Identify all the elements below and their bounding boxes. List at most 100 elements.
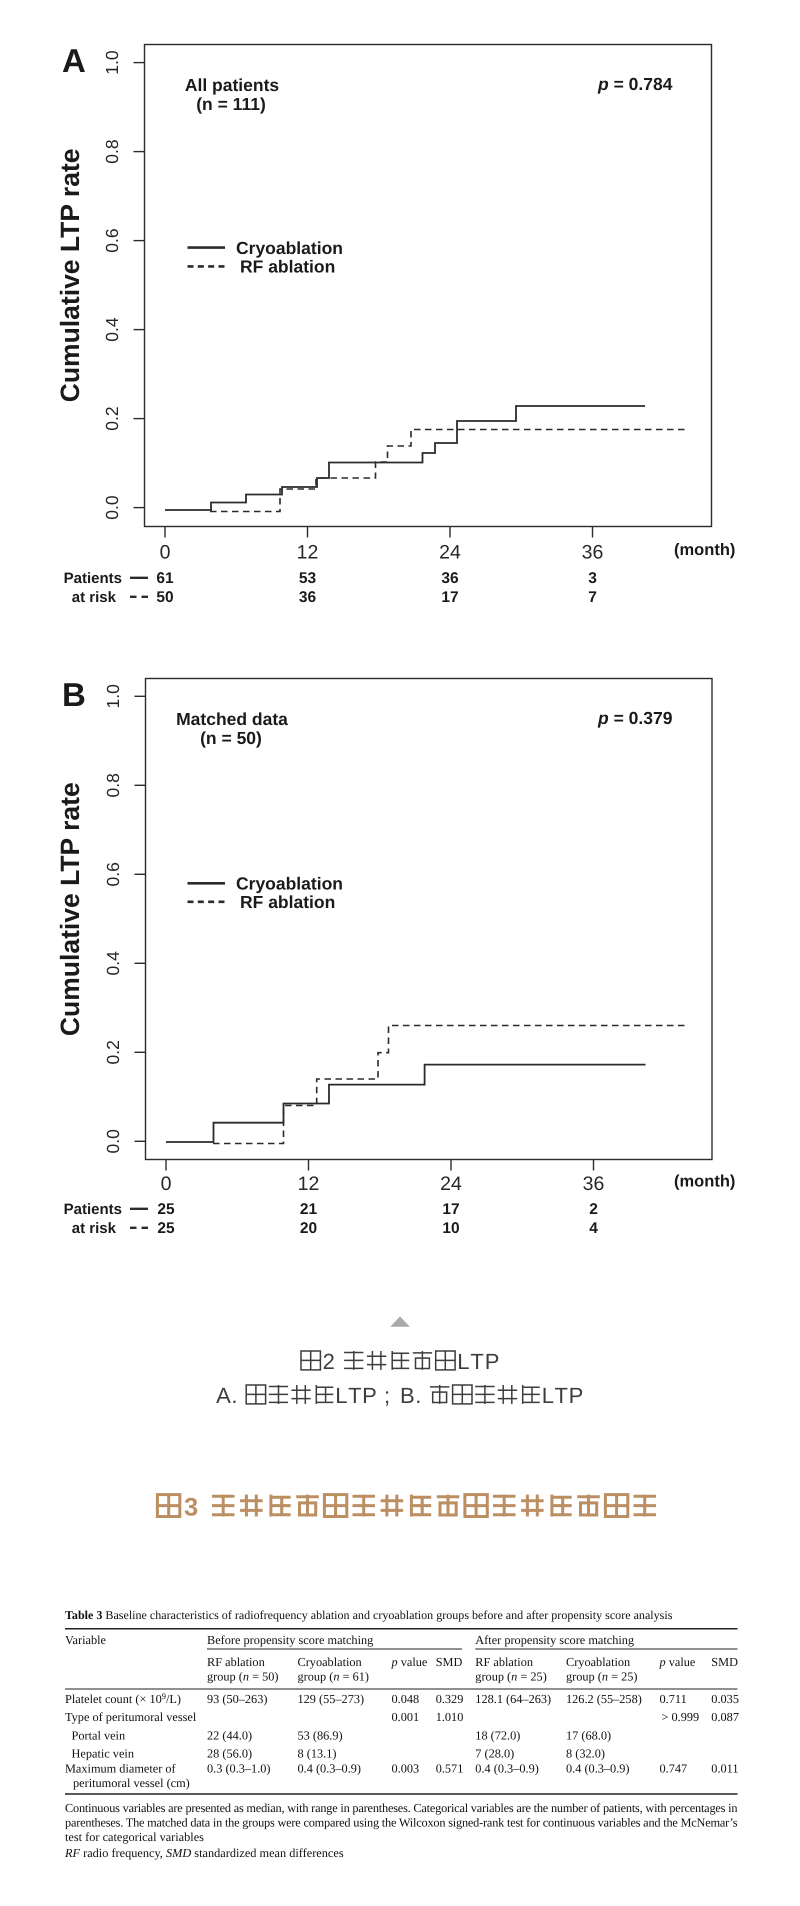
svg-text:22 (44.0): 22 (44.0) [207, 1729, 252, 1743]
svg-text:L: L [457, 1349, 469, 1374]
svg-text:8 (32.0): 8 (32.0) [566, 1747, 605, 1761]
svg-text:28 (56.0): 28 (56.0) [207, 1747, 252, 1761]
svg-text:;: ; [384, 1383, 390, 1408]
svg-text:17: 17 [441, 589, 458, 606]
svg-text:129 (55–273): 129 (55–273) [298, 1692, 365, 1706]
svg-text:SMD: SMD [711, 1655, 738, 1669]
svg-text:(month): (month) [674, 1173, 735, 1191]
svg-text:Hepatic vein: Hepatic vein [72, 1747, 134, 1761]
svg-text:group (n = 61): group (n = 61) [298, 1670, 370, 1684]
svg-text:(n = 50): (n = 50) [200, 728, 262, 748]
svg-text:test for categorical variables: test for categorical variables [65, 1830, 204, 1844]
svg-text:A: A [216, 1383, 231, 1408]
svg-text:Platelet count (× 109/L): Platelet count (× 109/L) [65, 1691, 181, 1706]
svg-text:0.329: 0.329 [436, 1692, 464, 1706]
svg-text:Cumulative LTP rate: Cumulative LTP rate [55, 782, 85, 1036]
svg-text:Patients: Patients [64, 1201, 122, 1218]
svg-text:17 (68.0): 17 (68.0) [566, 1729, 611, 1743]
svg-text:7: 7 [588, 589, 597, 606]
svg-text:0.6: 0.6 [102, 228, 122, 252]
svg-text:p value: p value [659, 1655, 696, 1669]
svg-text:SMD: SMD [436, 1655, 463, 1669]
svg-text:0.011: 0.011 [711, 1762, 738, 1776]
svg-text:128.1 (64–263): 128.1 (64–263) [475, 1692, 551, 1706]
svg-text:20: 20 [300, 1220, 317, 1237]
svg-text:.: . [231, 1383, 237, 1408]
svg-text:53: 53 [299, 570, 317, 587]
svg-text:1.010: 1.010 [436, 1710, 464, 1724]
svg-text:7 (28.0): 7 (28.0) [475, 1747, 514, 1761]
svg-text:Cryoablation: Cryoablation [236, 238, 343, 258]
svg-text:12: 12 [297, 542, 319, 564]
svg-text:2: 2 [323, 1349, 335, 1374]
svg-text:61: 61 [156, 570, 174, 587]
svg-text:0.0: 0.0 [103, 1129, 123, 1154]
svg-text:RF ablation: RF ablation [240, 257, 335, 277]
svg-text:A: A [62, 42, 86, 79]
svg-text:12: 12 [298, 1173, 320, 1195]
svg-text:126.2 (55–258): 126.2 (55–258) [566, 1692, 642, 1706]
svg-text:After propensity score matchin: After propensity score matching [475, 1633, 634, 1647]
svg-text:24: 24 [439, 542, 461, 564]
svg-text:P: P [362, 1383, 377, 1408]
svg-text:(month): (month) [674, 541, 735, 559]
svg-text:parentheses. The matched data: parentheses. The matched data in the gro… [65, 1816, 738, 1830]
svg-text:3: 3 [184, 1494, 198, 1522]
svg-text:36: 36 [582, 542, 604, 564]
svg-text:36: 36 [441, 570, 459, 587]
svg-text:24: 24 [440, 1173, 462, 1195]
svg-text:0.8: 0.8 [102, 139, 122, 163]
svg-text:53 (86.9): 53 (86.9) [298, 1729, 343, 1743]
svg-text:0.3 (0.3–1.0): 0.3 (0.3–1.0) [207, 1762, 271, 1776]
svg-text:0.001: 0.001 [392, 1710, 420, 1724]
svg-text:T: T [470, 1349, 483, 1374]
svg-text:0.4 (0.3–0.9): 0.4 (0.3–0.9) [475, 1762, 539, 1776]
svg-text:0.087: 0.087 [711, 1710, 739, 1724]
svg-text:4: 4 [589, 1220, 598, 1237]
svg-text:.: . [415, 1383, 421, 1408]
svg-text:p = 0.784: p = 0.784 [597, 74, 673, 94]
svg-text:Cryoablation: Cryoablation [236, 874, 343, 894]
svg-text:B: B [62, 676, 86, 713]
svg-text:L: L [335, 1383, 347, 1408]
svg-text:21: 21 [300, 1201, 318, 1218]
svg-text:Variable: Variable [65, 1633, 107, 1647]
svg-text:10: 10 [442, 1220, 459, 1237]
svg-text:Matched data: Matched data [176, 709, 288, 729]
svg-text:at risk: at risk [72, 1220, 117, 1237]
svg-text:Patients: Patients [64, 570, 122, 587]
svg-text:RF ablation: RF ablation [240, 892, 335, 912]
svg-text:Cryoablation: Cryoablation [566, 1655, 630, 1669]
svg-text:Table 3 Baseline characterist: Table 3 Baseline characteristics of radi… [65, 1608, 673, 1622]
svg-text:0.571: 0.571 [436, 1762, 464, 1776]
svg-text:P: P [485, 1349, 500, 1374]
svg-text:group (n = 50): group (n = 50) [207, 1670, 279, 1684]
svg-text:T: T [348, 1383, 361, 1408]
svg-text:0.6: 0.6 [103, 862, 123, 886]
svg-text:group (n = 25): group (n = 25) [566, 1670, 638, 1684]
svg-text:at risk: at risk [72, 589, 117, 606]
svg-text:0.2: 0.2 [103, 1040, 123, 1064]
svg-text:0.4 (0.3–0.9): 0.4 (0.3–0.9) [566, 1762, 630, 1776]
svg-text:0: 0 [161, 1173, 172, 1195]
svg-text:0.4 (0.3–0.9): 0.4 (0.3–0.9) [298, 1762, 362, 1776]
svg-text:0.711: 0.711 [660, 1692, 687, 1706]
svg-text:36: 36 [583, 1173, 605, 1195]
svg-text:25: 25 [157, 1220, 175, 1237]
svg-text:50: 50 [156, 589, 173, 606]
svg-text:Continuous variables are prese: Continuous variables are presented as me… [65, 1801, 738, 1815]
svg-text:RF ablation: RF ablation [475, 1655, 533, 1669]
svg-text:0.747: 0.747 [660, 1762, 688, 1776]
svg-text:Portal vein: Portal vein [72, 1729, 126, 1743]
svg-text:P: P [569, 1383, 584, 1408]
svg-text:All patients: All patients [185, 75, 280, 95]
svg-text:0.8: 0.8 [103, 773, 123, 797]
svg-text:17: 17 [442, 1201, 459, 1218]
svg-text:> 0.999: > 0.999 [662, 1710, 700, 1724]
svg-text:L: L [542, 1383, 554, 1408]
svg-text:8 (13.1): 8 (13.1) [298, 1747, 337, 1761]
svg-text:0.0: 0.0 [102, 495, 122, 520]
svg-text:p = 0.379: p = 0.379 [597, 708, 673, 728]
svg-text:Type of peritumoral vessel: Type of peritumoral vessel [65, 1710, 197, 1724]
svg-text:36: 36 [299, 589, 317, 606]
